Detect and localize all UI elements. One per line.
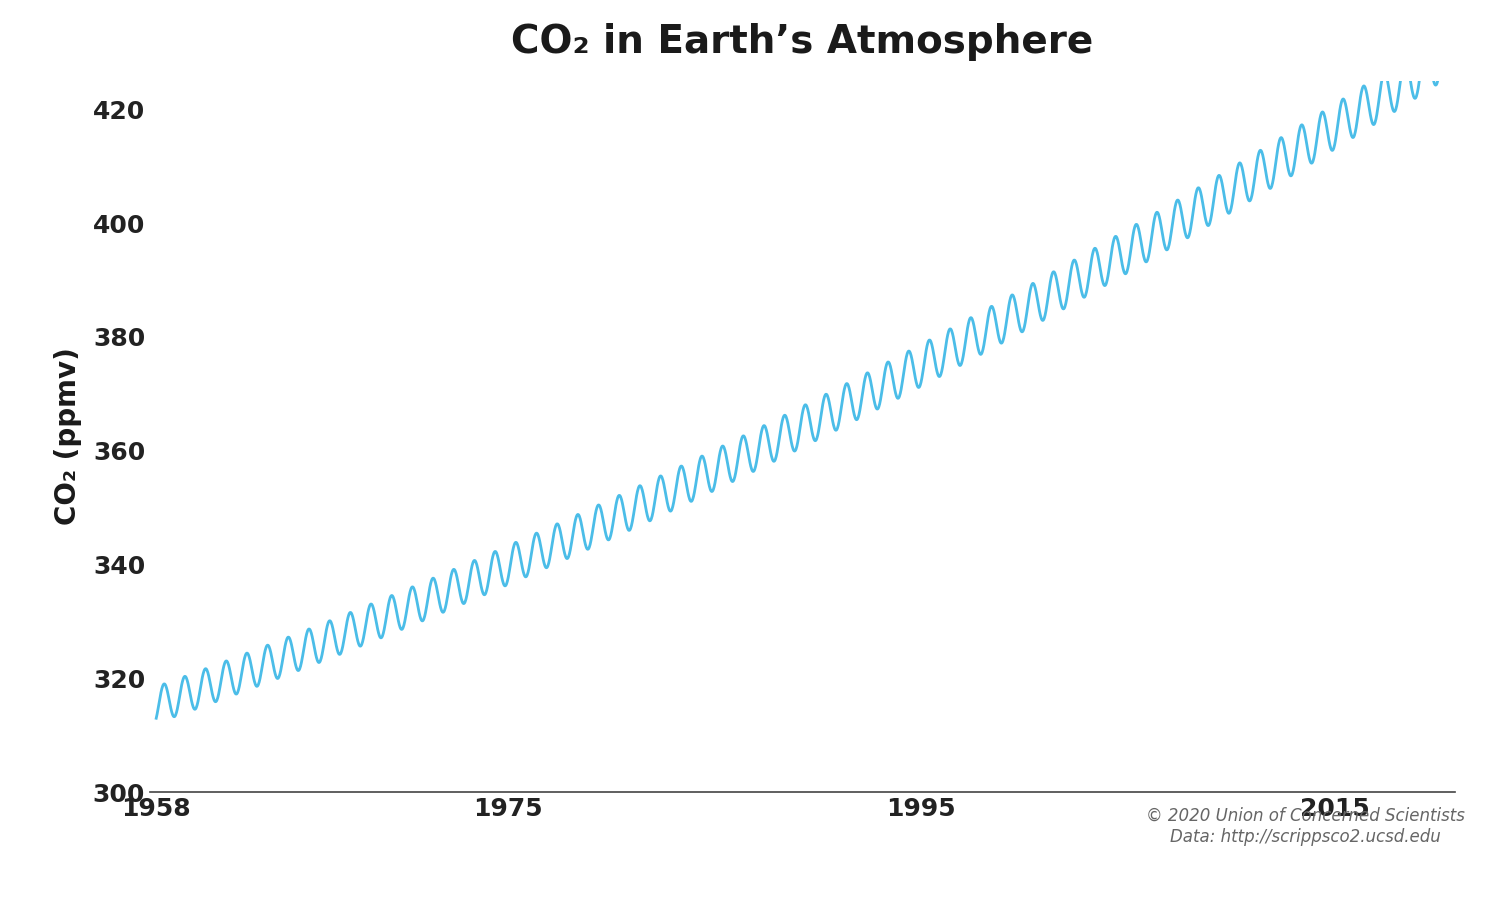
Title: CO₂ in Earth’s Atmosphere: CO₂ in Earth’s Atmosphere [512, 23, 1094, 61]
Y-axis label: CO₂ (ppmv): CO₂ (ppmv) [54, 347, 81, 526]
Text: © 2020 Union of Concerned Scientists
Data: http://scrippsco2.ucsd.edu: © 2020 Union of Concerned Scientists Dat… [1146, 807, 1464, 846]
